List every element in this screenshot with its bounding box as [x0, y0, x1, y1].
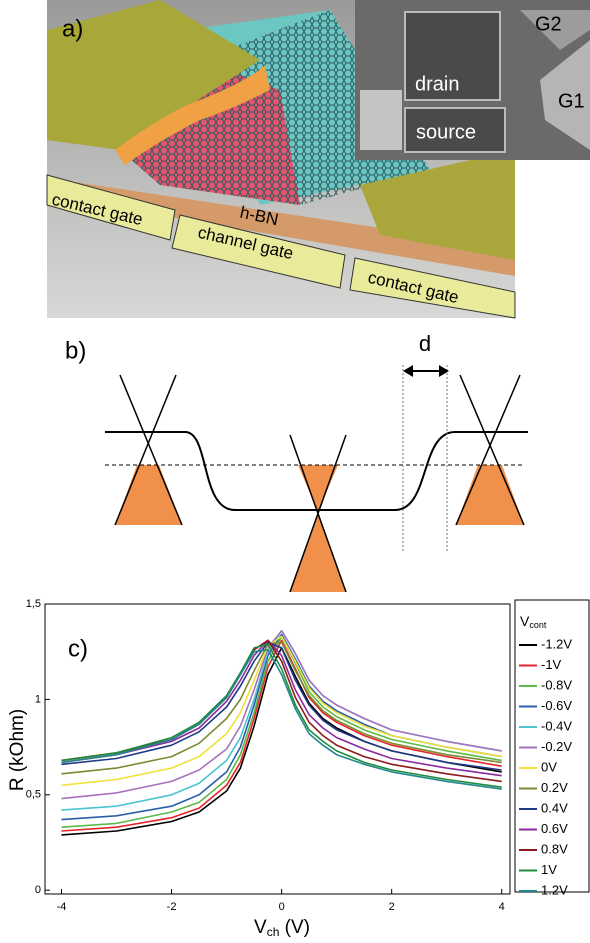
x-axis-label-main: V	[254, 917, 267, 938]
x-axis-label-sub: ch	[267, 925, 280, 939]
legend-title: Vcont	[520, 613, 547, 631]
inset-label: G2	[535, 13, 562, 35]
sem-inset: drain source G2 G1	[355, 0, 590, 160]
panel-label: b)	[65, 337, 86, 364]
legend-label: -1.2V	[541, 636, 572, 651]
cone-fill	[290, 512, 346, 592]
x-tick-label: 4	[499, 901, 505, 913]
series-line	[62, 636, 502, 827]
legend-label: -0.2V	[541, 739, 572, 754]
legend-label: 0V	[541, 759, 557, 774]
y-tick-label: 0	[35, 884, 41, 896]
cone-fill	[115, 465, 182, 525]
legend-label: -1V	[541, 657, 562, 672]
legend-label: 0.6V	[541, 821, 568, 836]
x-tick-label: 2	[389, 901, 395, 913]
inset-label: drain	[415, 73, 459, 95]
figure: a) contact gate h-BN channel gate contac…	[0, 0, 590, 943]
panel-label: c)	[68, 635, 88, 662]
legend-title-sub: cont	[529, 620, 547, 630]
x-axis-label-unit: (V)	[279, 917, 310, 938]
x-axis-label: Vch (V)	[254, 917, 310, 939]
x-tick-label: -4	[57, 901, 67, 913]
cone-fill	[456, 465, 524, 525]
series-line	[62, 636, 502, 785]
x-tick-label: -2	[167, 901, 177, 913]
legend-label: 0.2V	[541, 780, 568, 795]
legend-label: -0.4V	[541, 718, 572, 733]
inset-label: source	[416, 121, 476, 143]
legend-label: 1.2V	[541, 882, 568, 897]
chart: c) R (kOhm) Vch (V) Vcont 0 0,5 1 1,5 -4 -2 0 2…	[7, 598, 589, 939]
distance-label: d	[419, 331, 431, 356]
band-schematic: b) d	[65, 331, 528, 592]
legend-label: 1V	[541, 862, 557, 877]
x-tick-label: 0	[279, 901, 285, 913]
legend-label: -0.8V	[541, 677, 572, 692]
y-axis-label: R (kOhm)	[7, 709, 28, 791]
panel-label: a)	[62, 15, 83, 42]
y-tick-label: 1,5	[26, 598, 41, 610]
legend-label: -0.6V	[541, 698, 572, 713]
gate-finger	[360, 90, 402, 150]
y-tick-label: 0,5	[26, 789, 41, 801]
legend-label: 0.8V	[541, 841, 568, 856]
inset-label: G1	[558, 90, 585, 112]
legend-label: 0.4V	[541, 800, 568, 815]
y-tick-label: 1	[35, 693, 41, 705]
